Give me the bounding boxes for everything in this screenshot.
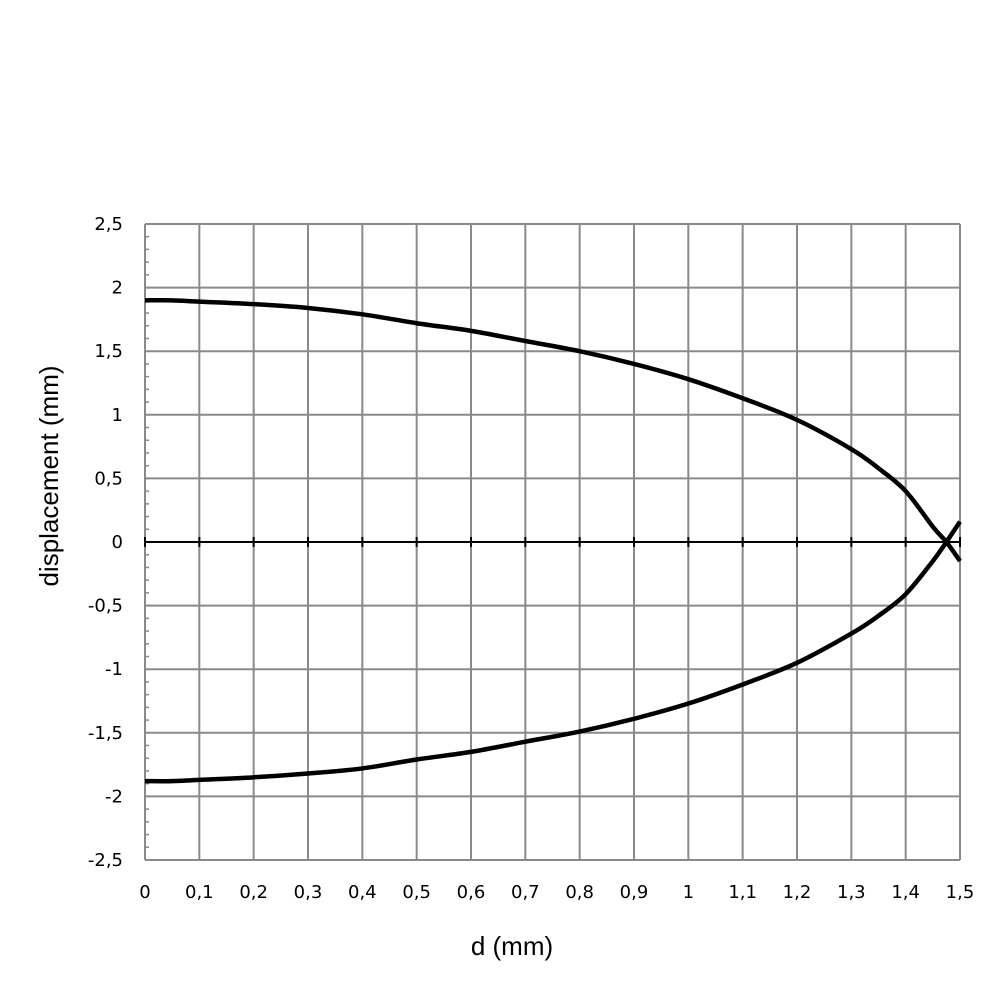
x-tick-label: 0,6 <box>457 882 486 903</box>
x-tick-label: 0,1 <box>185 882 214 903</box>
series-line-upper <box>144 297 962 563</box>
y-tick-label: -2 <box>105 786 123 807</box>
y-tick-label: -0,5 <box>88 596 123 617</box>
y-tick-label: 2 <box>112 278 123 299</box>
y-tick-label: 0 <box>112 532 123 553</box>
x-tick-label: 1 <box>683 882 694 903</box>
x-tick-label: 1,2 <box>783 882 812 903</box>
x-tick-label: 0,3 <box>294 882 323 903</box>
x-tick-label: 0,8 <box>565 882 594 903</box>
y-tick-label: 2,5 <box>94 214 123 235</box>
x-tick-label: 1,3 <box>837 882 866 903</box>
x-tick-label: 0,5 <box>402 882 431 903</box>
y-axis-title: displacement (mm) <box>34 365 64 586</box>
x-tick-label: 0 <box>139 882 150 903</box>
series-layer <box>144 297 962 784</box>
y-tick-label: -2,5 <box>88 850 123 871</box>
x-tick-label: 0,9 <box>620 882 649 903</box>
minor-ticks <box>145 223 149 861</box>
x-tick-label: 1,1 <box>728 882 757 903</box>
x-tick-labels: 0 0,1 0,2 0,3 0,4 0,5 0,6 0,7 0,8 0,9 1 1,1 1,2 1,3 1,… <box>139 882 974 903</box>
x-tick-label: 0,2 <box>239 882 268 903</box>
x-tick-label: 0,7 <box>511 882 540 903</box>
series-line-lower <box>144 520 962 784</box>
x-tick-label: 0,4 <box>348 882 377 903</box>
y-tick-label: -1,5 <box>88 723 123 744</box>
x-tick-label: 1,4 <box>891 882 920 903</box>
x-axis-title: d (mm) <box>471 931 553 961</box>
y-tick-label: 0,5 <box>94 468 123 489</box>
y-tick-labels: 2,5 2 1,5 1 0,5 0 -0,5 -1 -1,5 -2 -2,5 <box>88 214 123 871</box>
x-tick-label: 1,5 <box>946 882 975 903</box>
y-tick-label: 1 <box>112 405 123 426</box>
y-tick-label: 1,5 <box>94 341 123 362</box>
y-tick-label: -1 <box>105 659 123 680</box>
zero-line-group <box>144 537 961 547</box>
